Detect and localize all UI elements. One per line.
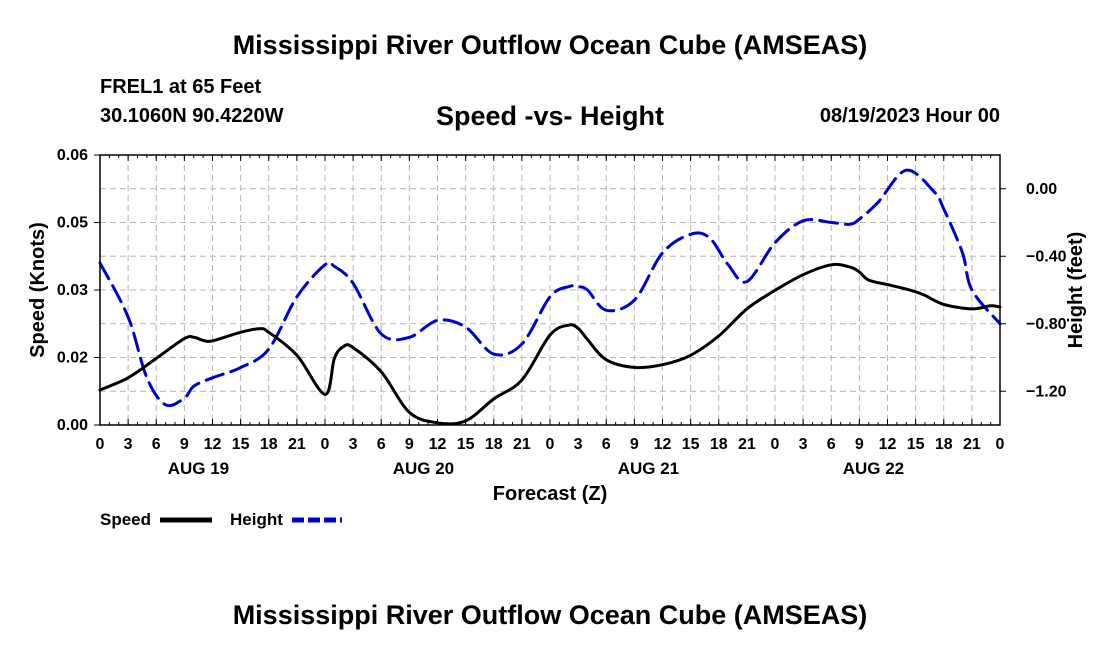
- x-tick-label: 6: [152, 436, 161, 453]
- x-tick-label: 12: [429, 436, 447, 453]
- x-tick-label: 15: [907, 436, 925, 453]
- y-axis-right-label: Height (feet): [1065, 232, 1087, 349]
- x-tick-label: 15: [682, 436, 700, 453]
- x-tick-label: 15: [457, 436, 475, 453]
- x-tick-label: 12: [654, 436, 672, 453]
- x-tick-label: 3: [799, 436, 808, 453]
- legend-speed-label: Speed: [100, 510, 151, 529]
- x-tick-label: 3: [349, 436, 358, 453]
- legend-height-label: Height: [230, 510, 283, 529]
- x-tick-label: 15: [232, 436, 250, 453]
- x-axis-label: Forecast (Z): [493, 483, 607, 505]
- y-right-tick-label: −0.40: [1026, 248, 1067, 265]
- date-label: AUG 21: [618, 459, 679, 478]
- x-tick-label: 18: [485, 436, 503, 453]
- x-tick-label: 18: [710, 436, 728, 453]
- chart-title: Mississippi River Outflow Ocean Cube (AM…: [232, 30, 868, 60]
- y-right-tick-label: −1.20: [1026, 383, 1067, 400]
- footer-title: Mississippi River Outflow Ocean Cube (AM…: [232, 600, 868, 630]
- coordinates-label: 30.1060N 90.4220W: [100, 105, 284, 127]
- series-line-speed: [98, 262, 1002, 426]
- y-right-tick-label: −0.80: [1026, 316, 1067, 333]
- chart-subtitle: Speed -vs- Height: [435, 101, 665, 131]
- station-label: FREL1 at 65 Feet: [100, 76, 262, 98]
- x-tick-label: 9: [630, 436, 639, 453]
- x-tick-label: 9: [405, 436, 414, 453]
- x-tick-label: 6: [602, 436, 611, 453]
- x-tick-label: 0: [546, 436, 555, 453]
- x-tick-label: 6: [377, 436, 386, 453]
- x-tick-label: 21: [288, 436, 306, 453]
- date-label: AUG 19: [168, 459, 229, 478]
- forecast-datetime: 08/19/2023 Hour 00: [819, 105, 1000, 127]
- axis-labels: 0 3 6 9 12 15 18 21 0 3 6 9 12 15 18 21 0 3 6 9 12 15 18 21 0 3 6 9…: [57, 147, 1067, 478]
- y-left-tick-label: 0.02: [57, 350, 88, 367]
- x-tick-label: 3: [124, 436, 133, 453]
- x-tick-label: 12: [879, 436, 897, 453]
- y-axis-left-label: Speed (Knots): [27, 222, 49, 358]
- date-label: AUG 20: [393, 459, 454, 478]
- x-tick-label: 21: [513, 436, 531, 453]
- x-tick-label: 18: [935, 436, 953, 453]
- legend: Speed Height: [100, 510, 342, 529]
- x-tick-label: 9: [855, 436, 864, 453]
- y-left-tick-label: 0.00: [57, 417, 88, 434]
- x-tick-label: 18: [260, 436, 278, 453]
- y-right-tick-label: 0.00: [1026, 181, 1057, 198]
- y-left-tick-label: 0.06: [57, 147, 88, 164]
- x-tick-label: 9: [180, 436, 189, 453]
- date-label: AUG 22: [843, 459, 904, 478]
- axis-ticks: [94, 154, 1006, 426]
- x-tick-label: 12: [204, 436, 222, 453]
- x-tick-label: 6: [827, 436, 836, 453]
- grid-lines: [100, 155, 1000, 425]
- y-left-tick-label: 0.05: [57, 215, 88, 232]
- x-tick-label: 0: [321, 436, 330, 453]
- x-tick-label: 21: [963, 436, 981, 453]
- series-layer: [98, 168, 1002, 426]
- y-left-tick-label: 0.03: [57, 282, 88, 299]
- series-line-height: [98, 168, 1002, 408]
- x-tick-label: 0: [771, 436, 780, 453]
- x-tick-label: 0: [96, 436, 105, 453]
- x-tick-label: 3: [574, 436, 583, 453]
- x-tick-label: 0: [996, 436, 1005, 453]
- x-tick-label: 21: [738, 436, 756, 453]
